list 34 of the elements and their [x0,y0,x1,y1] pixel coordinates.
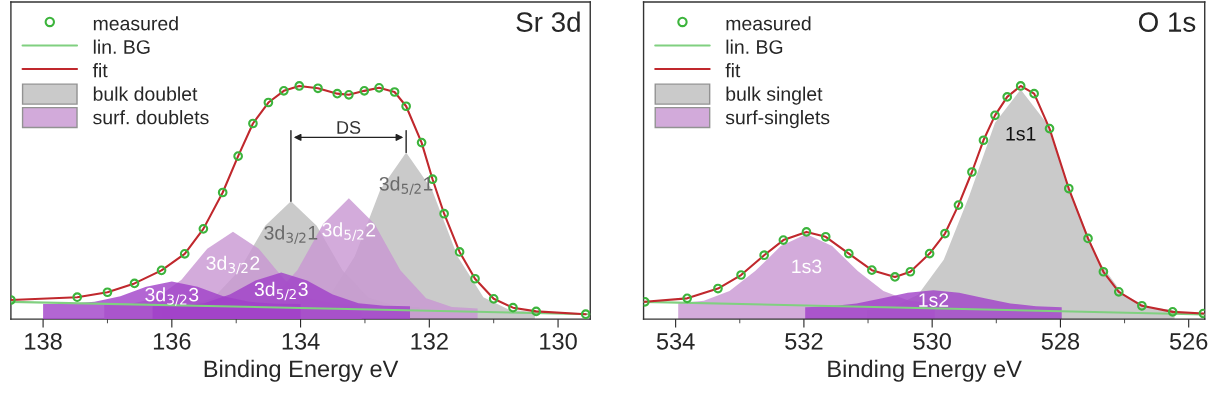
x-axis-title: Binding Energy eV [204,359,399,382]
legend-label: bulk doublet [93,86,198,101]
x-tick-label: 530 [913,332,951,350]
legend-label: measured [93,16,178,31]
x-tick-label: 528 [1041,332,1080,350]
legend-label: fit [92,63,108,78]
legend-label: lin. BG [93,39,150,54]
chart-title: Sr 3d [516,11,580,32]
x-tick-label: 136 [153,332,191,350]
annotation: 3d$_{3/2}$2 [206,255,260,275]
x-tick-label: 132 [411,332,448,350]
annotation: 1s3 [792,259,822,274]
legend-label: lin. BG [726,39,783,54]
annotation: 3d$_{5/2}$2 [322,222,376,241]
legend-label: bulk singlet [726,86,823,105]
x-tick-label: 532 [785,332,823,350]
legend-label: measured [726,16,811,31]
x-axis-title: Binding Energy eV [828,359,1022,382]
annotation: 3d$_{3/2}$3 [145,287,199,306]
x-tick-label: 526 [1169,332,1208,350]
annotation: 3d$_{3/2}$1 [264,225,318,244]
annotation: 1s2 [919,293,949,307]
x-tick-label: 534 [656,332,695,350]
annotation: 3d$_{5/2}$3 [254,281,308,301]
x-tick-label: 134 [282,332,320,350]
annotation: DS [337,121,361,134]
legend-label: surf-singlets [725,110,830,129]
chart-title: O 1s [1138,12,1196,32]
x-tick-label: 130 [540,332,577,350]
legend-label: fit [725,63,741,78]
annotation: 3d$_{5/2}$1 [379,176,433,195]
x-tick-label: 138 [25,332,62,350]
annotation: 1s1 [1006,127,1036,141]
legend-label: surf. doublets [93,110,209,125]
